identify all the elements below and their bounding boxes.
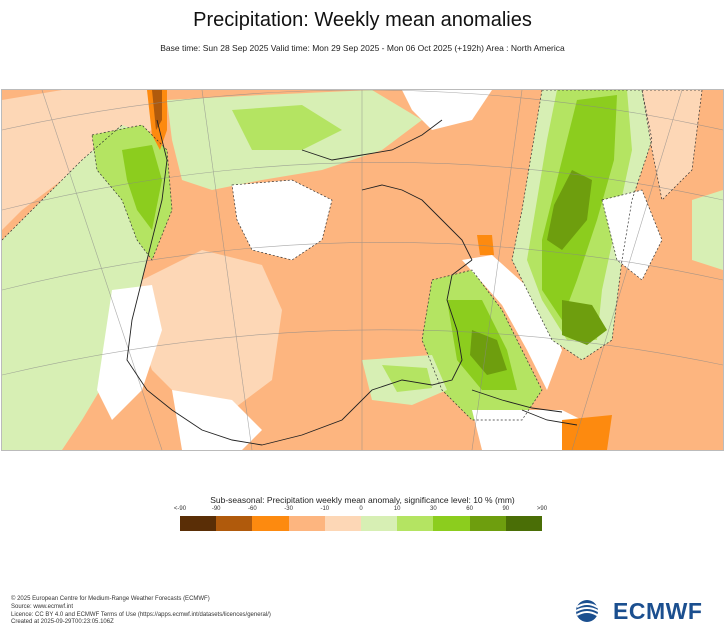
neutral-region-mexico <box>172 390 262 450</box>
footer-credits: © 2025 European Centre for Medium-Range … <box>11 596 271 627</box>
anomaly-map <box>1 89 724 451</box>
graticule <box>2 90 723 450</box>
wettest-region-southeast <box>470 330 507 375</box>
legend-tick: -90 <box>211 506 221 512</box>
legend-swatch <box>180 516 217 531</box>
map-canvas <box>2 90 723 450</box>
neutral-region-labrador-sea <box>602 190 662 280</box>
neutral-region-central <box>232 180 332 260</box>
dry-spot-atlantic <box>477 235 494 255</box>
legend-tick: 90 <box>502 506 510 512</box>
ecmwf-logo: ECMWF <box>575 598 715 624</box>
wet-region-northeast-atlantic <box>692 190 723 270</box>
significance-contours <box>2 90 703 421</box>
legend-tick: -30 <box>284 506 293 512</box>
dry-region-caribbean <box>562 415 612 450</box>
chart-subtitle: Base time: Sun 28 Sep 2025 Valid time: M… <box>160 43 565 53</box>
coastlines <box>126 119 578 446</box>
legend-tick: >90 <box>536 506 548 512</box>
legend-swatch <box>397 516 434 531</box>
legend-tick: -60 <box>248 506 257 512</box>
extreme-dry-region-alaska <box>152 90 162 130</box>
legend-tick: 30 <box>430 506 437 512</box>
legend-tick: <-90 <box>173 506 187 512</box>
footer-line: Source: www.ecmwf.int <box>11 603 74 610</box>
legend-swatch <box>252 516 289 531</box>
legend-tick: 0 <box>359 506 363 512</box>
extreme-wet-region-atlantic-north <box>547 170 592 250</box>
neutral-region-atlantic-coast <box>462 255 562 390</box>
footer-line: Licence: CC BY 4.0 and ECMWF Terms of Us… <box>11 611 271 618</box>
legend-tick: -10 <box>320 506 330 512</box>
dry-region-western-us <box>137 250 282 410</box>
legend-swatch <box>288 516 325 531</box>
legend-swatch <box>505 516 543 531</box>
dry-region-northwest <box>2 90 152 230</box>
wetter-region-canada <box>232 105 342 150</box>
legend-swatch <box>216 516 253 531</box>
legend-swatch <box>433 516 470 531</box>
legend-tick: 60 <box>466 506 473 512</box>
wet-region-pacific <box>2 125 162 450</box>
wetter-region-gulf <box>382 365 432 392</box>
footer-line: Created at 2025-09-29T00:23:05.106Z <box>11 619 114 626</box>
legend-ticks: <-90 -90 -60 -30 -10 0 10 30 60 90 >90 <box>174 506 547 516</box>
legend-title: Sub-seasonal: Precipitation weekly mean … <box>210 495 515 505</box>
ecmwf-logo-text: ECMWF <box>613 597 703 624</box>
chart-title: Precipitation: Weekly mean anomalies <box>193 9 532 31</box>
legend-swatch <box>361 516 398 531</box>
legend-tick: 10 <box>393 506 401 512</box>
neutral-region-hudson <box>402 90 492 130</box>
footer-line: © 2025 European Centre for Medium-Range … <box>11 596 210 602</box>
ecmwf-logo-icon <box>575 600 609 622</box>
legend-swatch <box>324 516 362 531</box>
legend-colorbar <box>180 516 543 531</box>
extreme-wet-region-atlantic-south <box>562 300 607 345</box>
wetter-region-pacific-northwest <box>122 145 162 230</box>
legend-swatch <box>469 516 506 531</box>
